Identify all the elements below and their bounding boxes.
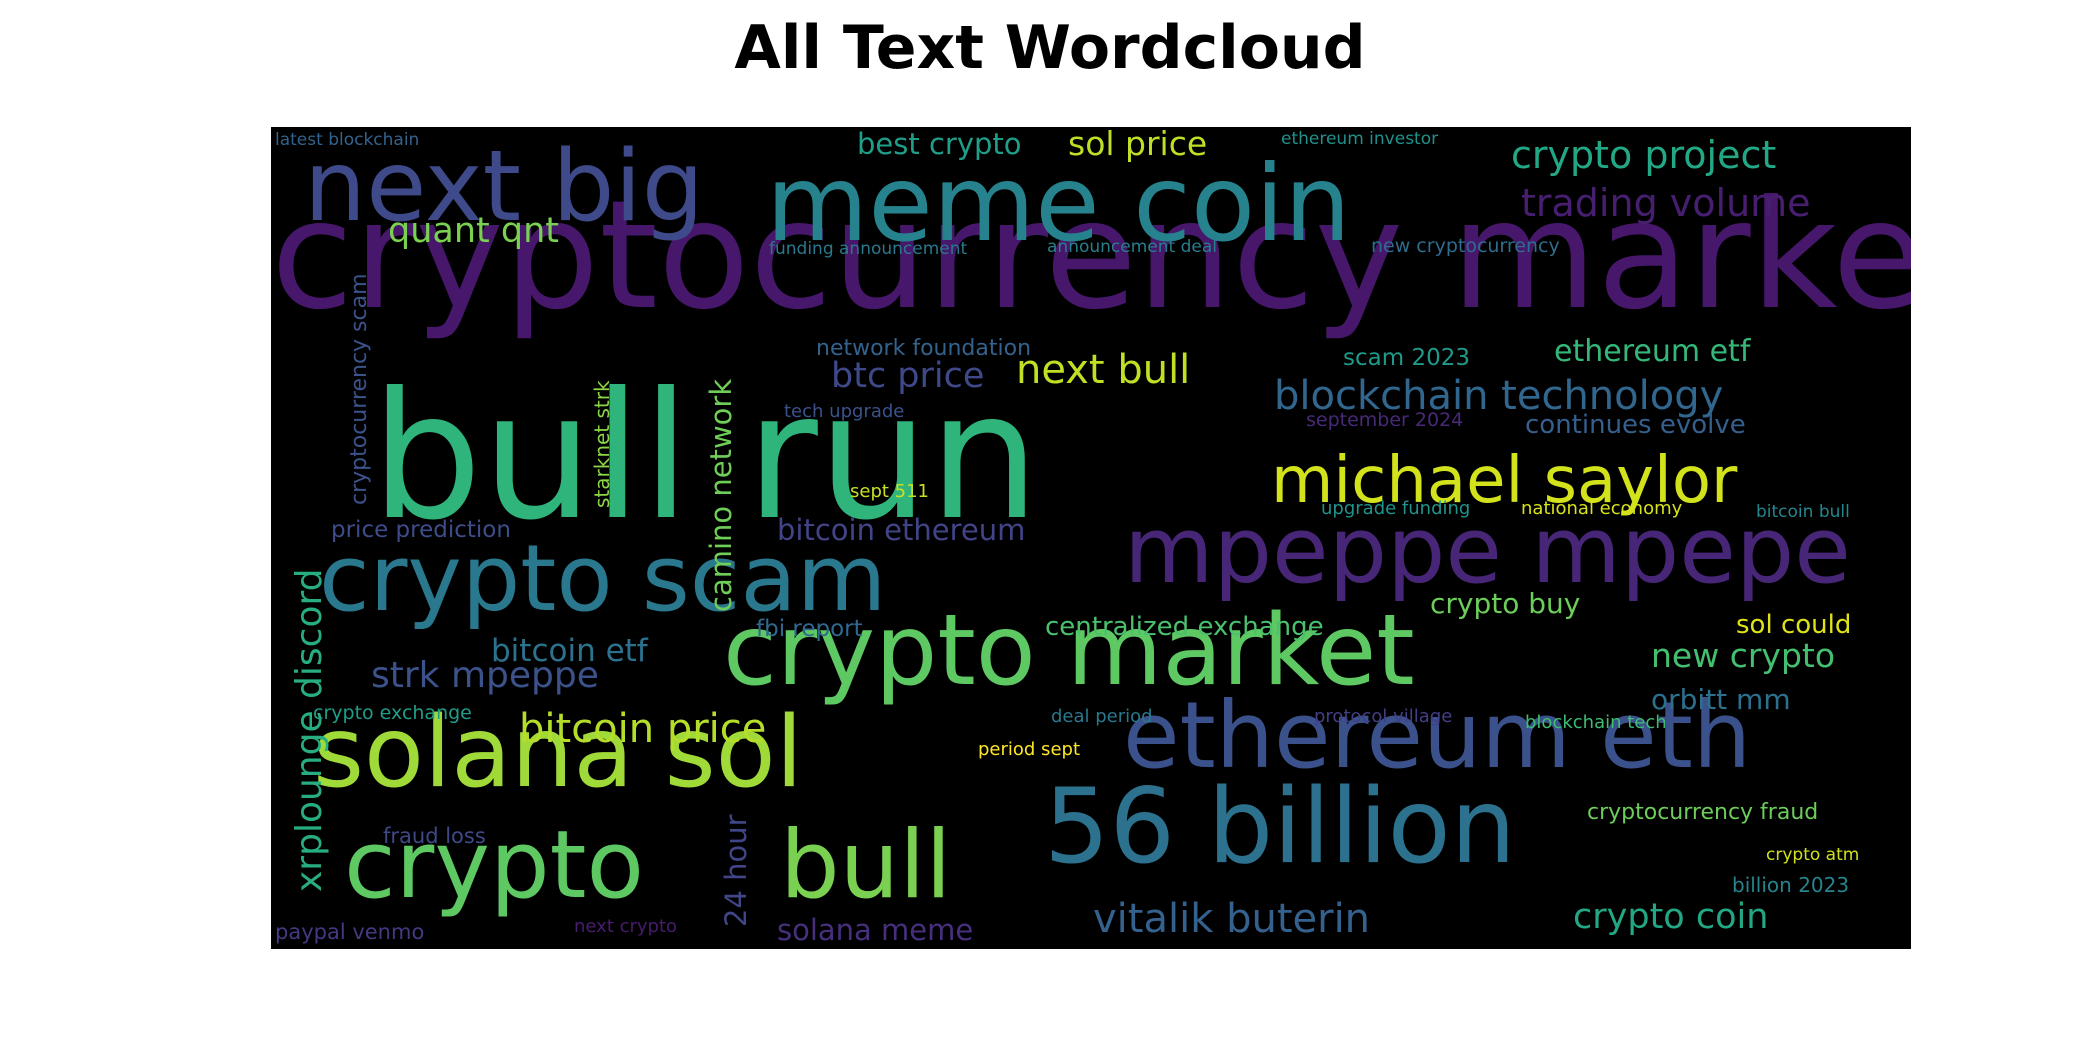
word-fraud-loss: fraud loss	[383, 824, 486, 848]
word-mpeppe-mpepe: mpeppe mpepe	[1124, 497, 1851, 604]
word-new-crypto: new crypto	[1651, 636, 1835, 675]
word-september-2024: september 2024	[1306, 409, 1463, 431]
word-bull: bull	[780, 811, 951, 920]
wordcloud-panel: cryptocurrency market bull run meme coin ne…	[271, 127, 1911, 949]
word-next-bull: next bull	[1016, 347, 1190, 393]
word-sol-could: sol could	[1736, 610, 1851, 640]
word-crypto-market: crypto market	[723, 594, 1415, 708]
word-crypto-scam: crypto scam	[319, 525, 886, 632]
word-btc-price: btc price	[831, 356, 984, 396]
word-price-prediction: price prediction	[331, 517, 511, 543]
word-sol-price: sol price	[1068, 127, 1207, 163]
word-bitcoin-price: bitcoin price	[519, 706, 766, 752]
word-24-hour: 24 hour	[719, 814, 753, 927]
word-best-crypto: best crypto	[857, 127, 1022, 161]
word-national-economy: national economy	[1521, 498, 1683, 519]
word-quant-qnt: quant qnt	[388, 211, 559, 251]
word-new-cryptocurrency: new cryptocurrency	[1371, 235, 1560, 257]
word-bitcoin-ethereum: bitcoin ethereum	[777, 513, 1025, 547]
word-period-sept: period sept	[978, 739, 1080, 760]
word-cryptocurrency-scam: cryptocurrency scam	[347, 273, 372, 505]
word-next-big: next big	[304, 130, 704, 244]
word-ethereum-eth: ethereum eth	[1123, 682, 1751, 789]
word-crypto: crypto	[344, 811, 644, 920]
word-solana-sol: solana sol	[313, 696, 803, 810]
word-next-crypto: next crypto	[574, 916, 677, 937]
word-strk-mpeppe: strk mpeppe	[371, 655, 599, 696]
word-56-billion: 56 billion	[1044, 767, 1516, 887]
word-latest-blockchain: latest blockchain	[275, 130, 419, 150]
word-fbi-report: fbi report	[756, 616, 863, 642]
word-protocol-village: protocol village	[1314, 706, 1452, 727]
word-starknet-strk: starknet strk	[590, 380, 614, 508]
word-xrplounge-discord: xrplounge discord	[289, 568, 330, 892]
word-scam-2023: scam 2023	[1343, 345, 1470, 371]
word-ethereum-investor: ethereum investor	[1281, 129, 1438, 149]
word-bitcoin-etf: bitcoin etf	[491, 633, 649, 669]
word-cryptocurrency-market: cryptocurrency market	[271, 169, 1911, 343]
word-camino-network: camino network	[704, 379, 738, 612]
word-crypto-project: crypto project	[1511, 133, 1776, 177]
word-ethereum-etf: ethereum etf	[1554, 334, 1752, 369]
word-network-foundation: network foundation	[816, 336, 1031, 361]
word-centralized-exchange: centralized exchange	[1045, 612, 1324, 642]
word-sept-511: sept 511	[850, 481, 929, 502]
word-bitcoin-bull: bitcoin bull	[1756, 502, 1850, 522]
word-tech-upgrade: tech upgrade	[784, 401, 904, 422]
word-billion-2023: billion 2023	[1732, 873, 1849, 897]
word-orbitt-mm: orbitt mm	[1651, 683, 1791, 716]
word-funding-announcement: funding announcement	[769, 239, 968, 259]
word-trading-volume: trading volume	[1521, 181, 1811, 225]
word-bull-run: bull run	[371, 356, 1040, 559]
word-crypto-coin: crypto coin	[1573, 897, 1768, 937]
word-continues-evolve: continues evolve	[1525, 410, 1746, 440]
word-michael-saylor: michael saylor	[1271, 444, 1738, 518]
word-announcement-deal: announcement deal	[1047, 237, 1217, 257]
figure-title: All Text Wordcloud	[734, 13, 1366, 83]
word-crypto-atm: crypto atm	[1766, 845, 1859, 865]
word-crypto-buy: crypto buy	[1430, 587, 1580, 620]
word-vitalik-buterin: vitalik buterin	[1093, 896, 1370, 942]
word-deal-period: deal period	[1051, 706, 1153, 727]
word-crypto-exchange: crypto exchange	[313, 702, 472, 724]
word-solana-meme: solana meme	[777, 913, 973, 947]
word-upgrade-funding: upgrade funding	[1321, 498, 1470, 519]
word-meme-coin: meme coin	[766, 143, 1351, 265]
word-paypal-venmo: paypal venmo	[275, 920, 424, 944]
wordcloud-background	[271, 127, 1911, 949]
word-blockchain-technology: blockchain technology	[1274, 373, 1723, 419]
word-blockchain-tech: blockchain tech	[1525, 712, 1667, 733]
word-cryptocurrency-fraud: cryptocurrency fraud	[1587, 800, 1818, 825]
